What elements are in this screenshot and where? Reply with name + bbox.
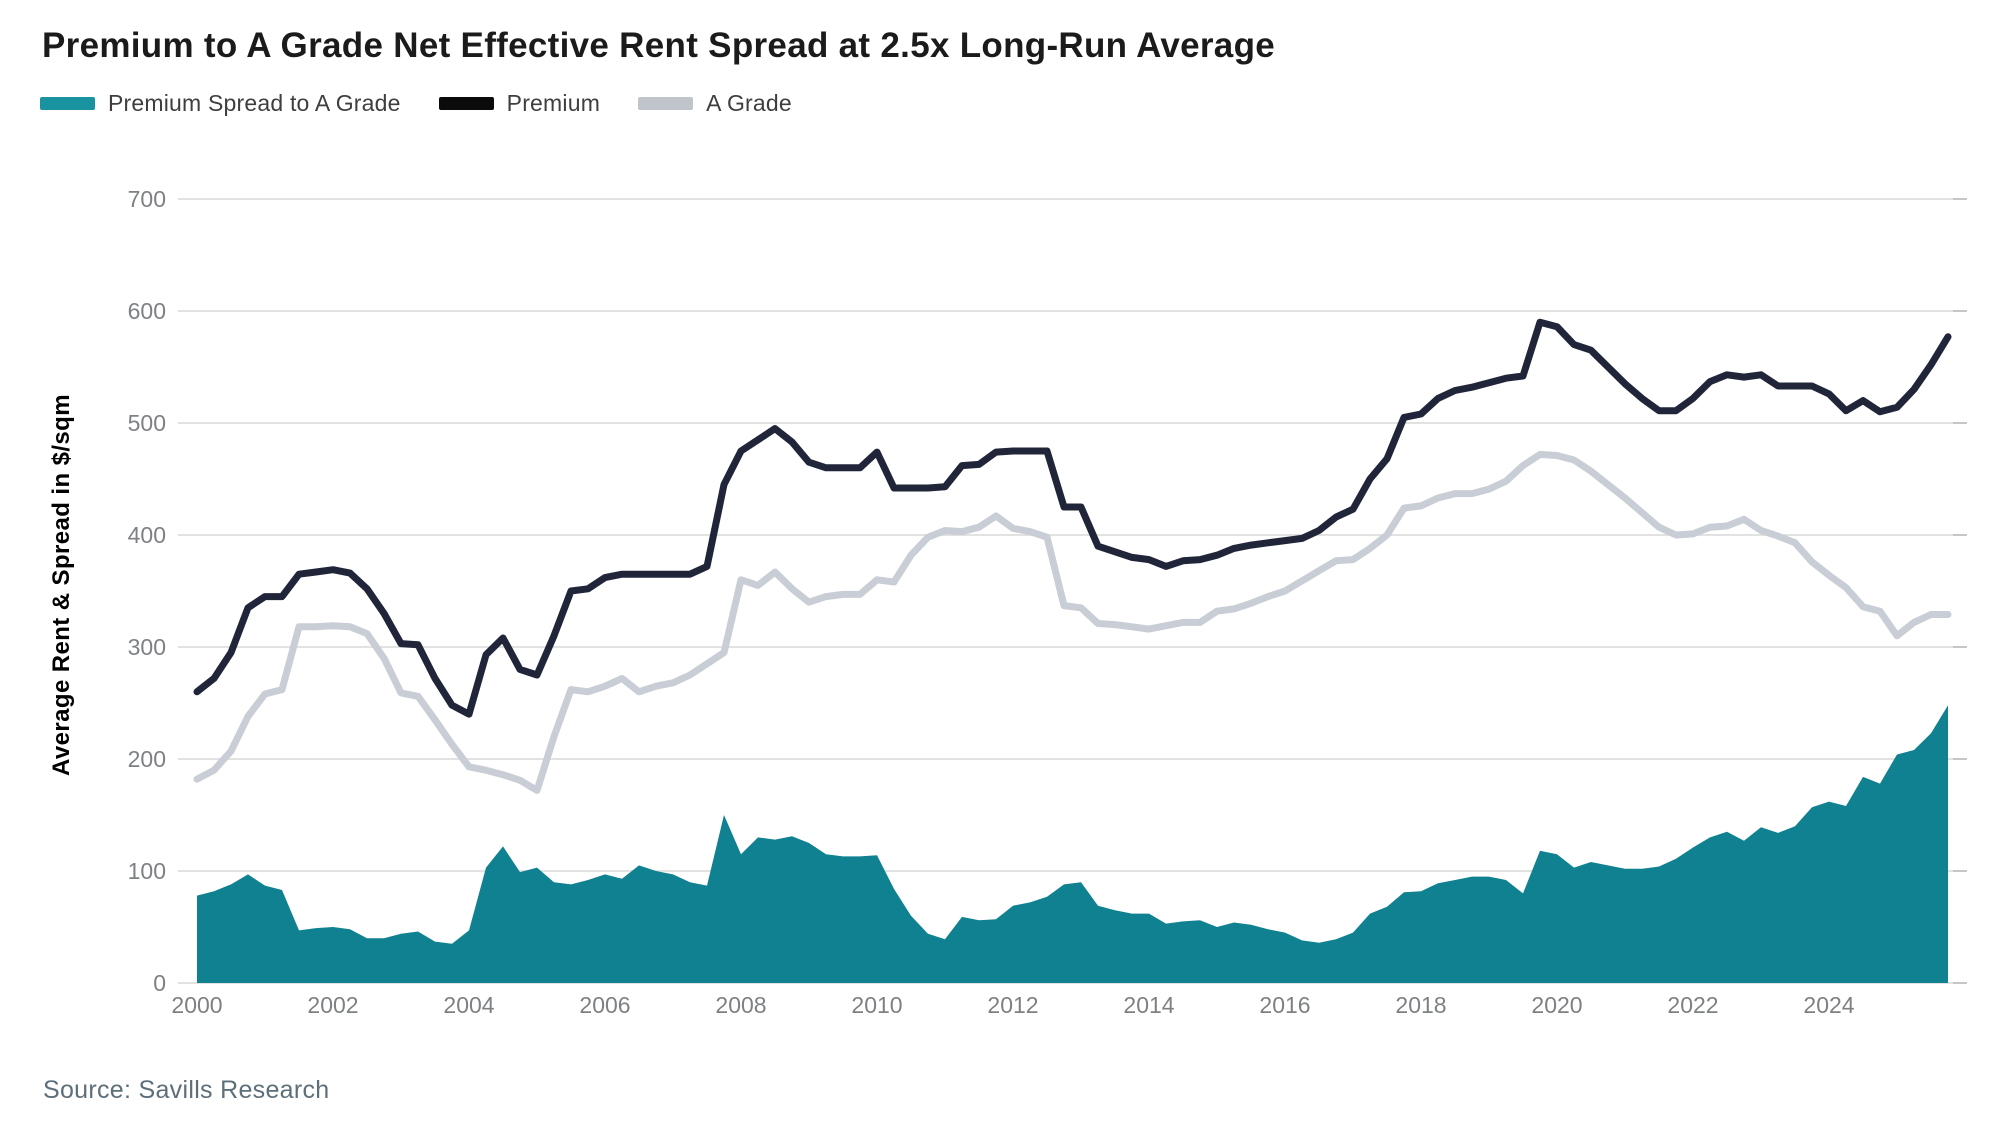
source-note: Source: Savills Research — [43, 1076, 330, 1104]
x-tick-label: 2012 — [987, 992, 1038, 1018]
y-tick-label: 300 — [128, 634, 166, 660]
legend-item-premium-spread: Premium Spread to A Grade — [40, 90, 401, 117]
legend-item-a-grade: A Grade — [638, 90, 792, 117]
series-line-a-grade — [193, 450, 1952, 794]
x-tick-label: 2002 — [307, 992, 358, 1018]
legend-label-premium: Premium — [506, 90, 601, 116]
legend-swatch-a-grade — [638, 97, 694, 110]
x-tick-label: 2008 — [715, 992, 766, 1018]
x-tick-label: 2004 — [443, 992, 494, 1018]
y-tick-label: 100 — [128, 858, 166, 884]
x-tick-label: 2000 — [171, 992, 222, 1018]
x-tick-label: 2024 — [1803, 992, 1854, 1018]
series-area-premium-spread — [197, 705, 1948, 983]
x-tick-label: 2014 — [1123, 992, 1174, 1018]
y-tick-label: 200 — [128, 746, 166, 772]
y-tick-label: 400 — [128, 522, 166, 548]
y-tick-label: 700 — [128, 186, 166, 212]
x-tick-label: 2022 — [1667, 992, 1718, 1018]
y-tick-label: 0 — [153, 970, 166, 996]
legend-item-premium: Premium — [438, 90, 601, 117]
chart-title: Premium to A Grade Net Effective Rent Sp… — [42, 26, 1276, 65]
legend-label-premium-spread: Premium Spread to A Grade — [108, 90, 401, 116]
x-tick-label: 2018 — [1395, 992, 1446, 1018]
legend: Premium Spread to A Grade Premium A Grad… — [40, 90, 792, 117]
legend-swatch-premium — [438, 97, 494, 110]
x-tick-label: 2020 — [1531, 992, 1582, 1018]
x-tick-label: 2006 — [579, 992, 630, 1018]
y-axis-title: Average Rent & Spread in $/sqm — [48, 394, 75, 776]
x-tick-label: 2010 — [851, 992, 902, 1018]
legend-swatch-premium-spread — [40, 97, 95, 110]
y-tick-label: 600 — [128, 298, 166, 324]
legend-label-a-grade: A Grade — [706, 90, 792, 116]
y-tick-label: 500 — [128, 410, 166, 436]
x-tick-label: 2016 — [1259, 992, 1310, 1018]
series-line-premium — [193, 318, 1952, 718]
